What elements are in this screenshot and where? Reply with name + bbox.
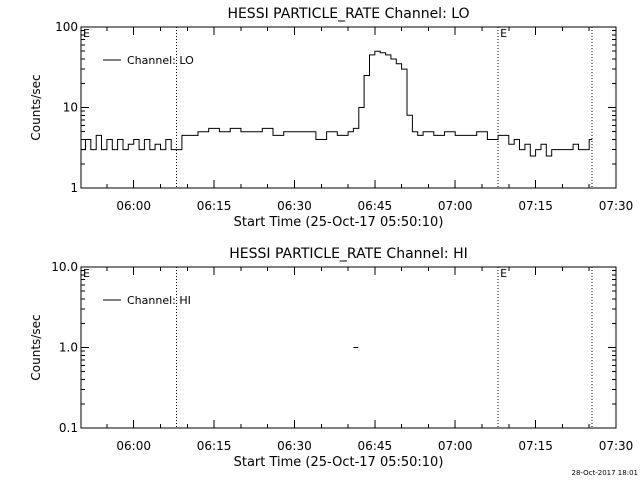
x-tick-label: 07:30	[599, 439, 634, 453]
time-marker-label: E	[500, 27, 507, 40]
y-tick-label: 1	[70, 181, 78, 195]
x-tick-label: 06:00	[116, 199, 151, 213]
plot-frame	[80, 26, 617, 189]
x-tick-label: 06:45	[358, 439, 393, 453]
y-axis-label: Counts/sec	[29, 314, 43, 380]
footer-timestamp: 28-Oct-2017 18:01	[572, 469, 638, 477]
x-tick-label: 06:00	[116, 439, 151, 453]
chart-title: HESSI PARTICLE_RATE Channel: LO	[227, 6, 469, 22]
legend-label: Channel: HI	[127, 294, 191, 307]
corner-label: E	[83, 27, 90, 40]
plot-frame	[80, 266, 617, 429]
x-tick-label: 07:15	[518, 439, 553, 453]
series-line	[81, 50, 593, 157]
x-tick-label: 06:30	[277, 199, 312, 213]
time-marker-label: E	[500, 267, 507, 280]
x-tick-label: 07:30	[599, 199, 634, 213]
x-axis-label: Start Time (25-Oct-17 05:50:10)	[234, 215, 444, 230]
y-tick-label: 0.1	[59, 421, 78, 435]
x-tick-label: 06:15	[197, 199, 232, 213]
y-tick-label: 100	[55, 20, 78, 34]
x-tick-label: 06:45	[358, 199, 393, 213]
y-tick-label: 1.0	[59, 341, 78, 355]
x-tick-label: 06:30	[277, 439, 312, 453]
corner-label: E	[83, 267, 90, 280]
y-axis-label: Counts/sec	[29, 74, 43, 140]
x-axis-label: Start Time (25-Oct-17 05:50:10)	[234, 455, 444, 470]
x-tick-label: 06:15	[197, 439, 232, 453]
y-tick-label: 10.0	[51, 260, 78, 274]
lo-channel-panel: HESSI PARTICLE_RATE Channel: LO 06:00 06:1…	[29, 6, 633, 230]
y-tick-label: 10	[63, 101, 78, 115]
chart-title: HESSI PARTICLE_RATE Channel: HI	[229, 246, 467, 262]
x-tick-label: 07:00	[438, 199, 473, 213]
x-tick-label: 07:00	[438, 439, 473, 453]
x-tick-label: 07:15	[518, 199, 553, 213]
legend-label: Channel: LO	[127, 54, 194, 67]
hi-channel-panel: HESSI PARTICLE_RATE Channel: HI 06:00 06:1…	[29, 246, 633, 470]
